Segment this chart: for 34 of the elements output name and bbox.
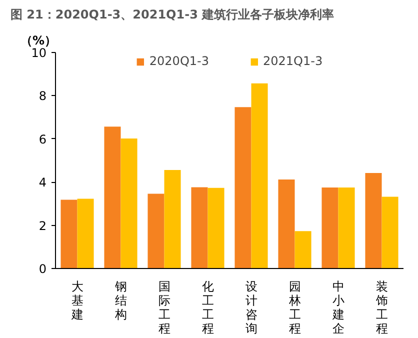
bar xyxy=(365,173,382,268)
x-tick-label: 大基建 xyxy=(70,280,84,322)
x-tick-label: 设计咨询 xyxy=(245,280,258,336)
x-tick-label: 钢结构 xyxy=(114,280,127,322)
y-tick-label: 8 xyxy=(38,89,47,104)
y-tick-label: 0 xyxy=(38,262,47,276)
x-tick-label: 国际工程 xyxy=(158,280,170,336)
bar xyxy=(148,194,164,268)
bar xyxy=(104,126,121,268)
bar xyxy=(294,231,312,268)
x-tick-label: 装饰工程 xyxy=(374,280,388,336)
bar xyxy=(120,138,138,268)
bar xyxy=(382,196,398,268)
bar xyxy=(60,200,78,268)
x-tick-label: 园林工程 xyxy=(288,280,301,336)
x-tick-label: 化工工程 xyxy=(202,280,214,336)
y-axis-title: （%） xyxy=(20,34,57,48)
bar xyxy=(322,188,338,268)
bar xyxy=(208,188,224,268)
bar xyxy=(234,107,252,268)
x-tick-label: 中小建企 xyxy=(331,280,344,336)
y-tick-label: 6 xyxy=(38,132,47,146)
bar xyxy=(191,187,208,268)
bar xyxy=(77,198,94,268)
bar xyxy=(338,188,355,268)
legend-label: 2021Q1-3 xyxy=(263,54,323,68)
y-tick-label: 2 xyxy=(38,218,47,233)
bar xyxy=(164,170,181,268)
bar xyxy=(278,180,295,268)
chart-title: 图 21：2020Q1-3、2021Q1-3 建筑行业各子板块净利率 xyxy=(10,8,334,22)
y-tick-label: 10 xyxy=(31,46,47,60)
y-tick-label: 4 xyxy=(38,176,47,190)
bar xyxy=(251,83,268,268)
legend-label: 2020Q1-3 xyxy=(149,54,209,68)
